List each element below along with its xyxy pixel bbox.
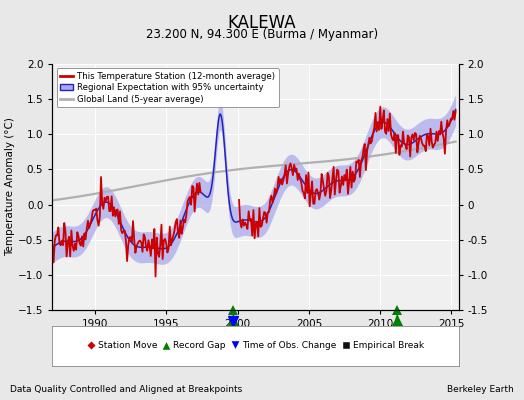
Legend: This Temperature Station (12-month average), Regional Expectation with 95% uncer: This Temperature Station (12-month avera… bbox=[57, 68, 279, 107]
Legend: Station Move, Record Gap, Time of Obs. Change, Empirical Break: Station Move, Record Gap, Time of Obs. C… bbox=[84, 339, 427, 353]
Y-axis label: Temperature Anomaly (°C): Temperature Anomaly (°C) bbox=[5, 118, 15, 256]
Text: Data Quality Controlled and Aligned at Breakpoints: Data Quality Controlled and Aligned at B… bbox=[10, 385, 243, 394]
Text: KALEWA: KALEWA bbox=[228, 14, 296, 32]
Text: Berkeley Earth: Berkeley Earth bbox=[447, 385, 514, 394]
Text: 23.200 N, 94.300 E (Burma / Myanmar): 23.200 N, 94.300 E (Burma / Myanmar) bbox=[146, 28, 378, 41]
